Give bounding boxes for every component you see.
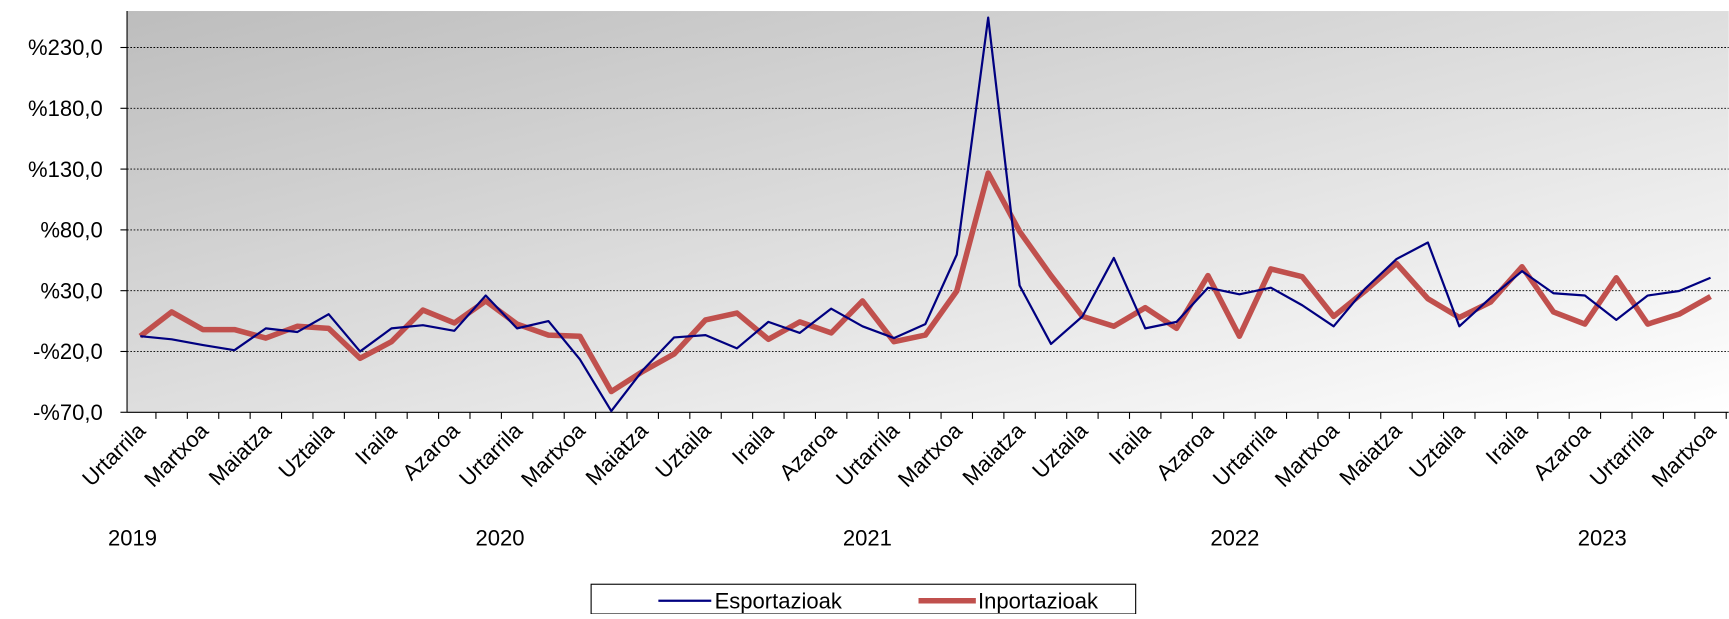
series-line <box>140 16 1711 413</box>
x-tick-label: Martxoa <box>1270 417 1344 491</box>
x-tick-label: Urtarrila <box>831 417 905 491</box>
x-tick-label: Martxoa <box>139 417 213 491</box>
x-tick-label: Maiatza <box>958 417 1031 490</box>
x-tick-label: Maiatza <box>204 417 277 490</box>
y-tick-label: -%20,0 <box>33 339 103 364</box>
x-tick-label: Uztaila <box>274 417 340 483</box>
y-tick-label: %30,0 <box>40 278 102 303</box>
x-tick-label: Uztaila <box>650 417 716 483</box>
x-tick-label: Iraila <box>1104 417 1156 469</box>
x-tick-label: Urtarrila <box>77 417 151 491</box>
x-tick-label: Urtarrila <box>1208 417 1282 491</box>
legend-label: Inportazioak <box>978 588 1099 613</box>
x-group-label: 2019 <box>108 526 157 551</box>
x-tick-label: Urtarrila <box>1585 417 1659 491</box>
y-tick-label: %230,0 <box>28 35 103 60</box>
legend <box>590 583 1137 615</box>
x-tick-label: Iraila <box>1481 417 1533 469</box>
legend-label: Esportazioak <box>715 588 843 613</box>
x-tick-label: Maiatza <box>581 417 654 490</box>
x-group-label: 2023 <box>1578 526 1627 551</box>
x-group-label: 2020 <box>475 526 524 551</box>
series-line <box>138 170 1712 395</box>
x-tick-label: Iraila <box>727 417 779 469</box>
x-tick-label: Martxoa <box>893 417 967 491</box>
x-tick-label: Martxoa <box>1647 417 1721 491</box>
y-tick-label: -%70,0 <box>33 400 103 425</box>
x-tick-label: Urtarrila <box>454 417 528 491</box>
x-tick-label: Uztaila <box>1027 417 1093 483</box>
x-tick-label: Uztaila <box>1404 417 1470 483</box>
y-tick-label: %80,0 <box>40 218 102 243</box>
x-group-label: 2022 <box>1210 526 1259 551</box>
x-tick-label: Maiatza <box>1334 417 1407 490</box>
y-tick-label: %130,0 <box>28 157 103 182</box>
x-tick-label: Iraila <box>350 417 402 469</box>
x-group-label: 2021 <box>843 526 892 551</box>
y-tick-label: %180,0 <box>28 96 103 121</box>
plot-area <box>127 11 1729 413</box>
x-tick-label: Martxoa <box>516 417 590 491</box>
